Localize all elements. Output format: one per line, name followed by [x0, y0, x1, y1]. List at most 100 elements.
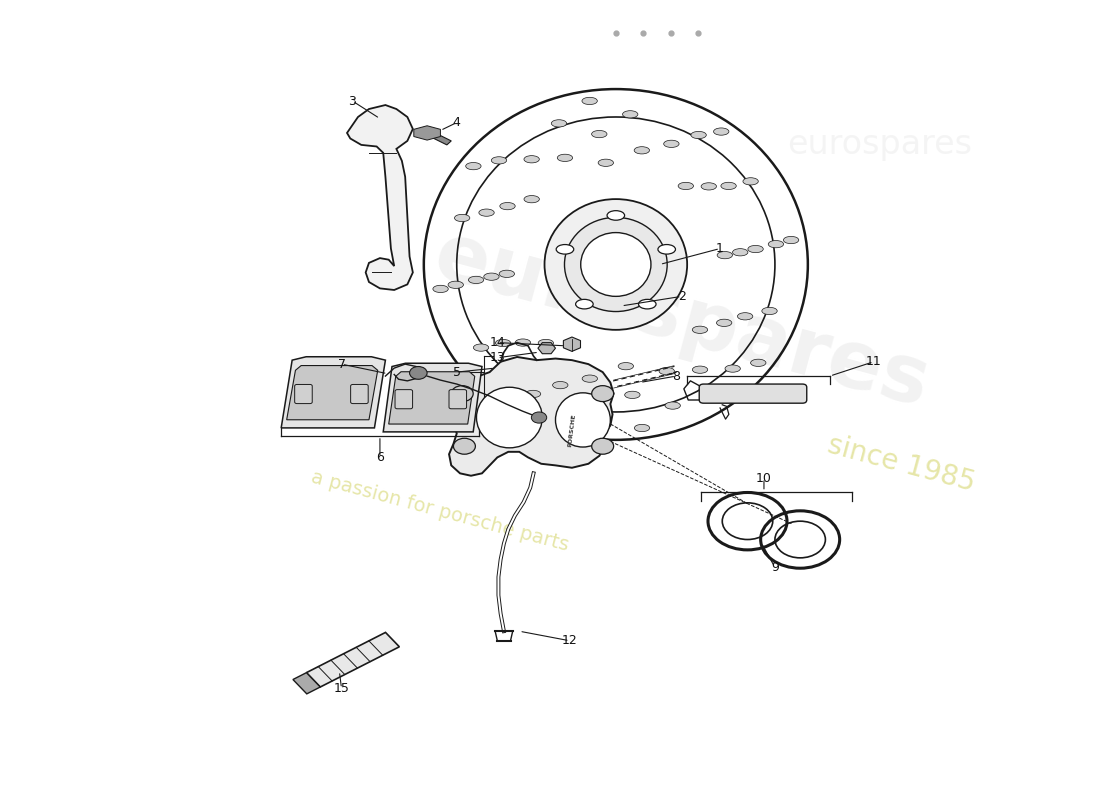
Text: 8: 8 [672, 370, 680, 382]
Text: 5: 5 [453, 366, 461, 378]
Circle shape [453, 438, 475, 454]
Ellipse shape [678, 182, 693, 190]
Polygon shape [293, 673, 320, 694]
Polygon shape [282, 357, 385, 428]
Ellipse shape [557, 245, 574, 254]
Ellipse shape [783, 237, 799, 244]
Ellipse shape [714, 128, 729, 135]
Text: 15: 15 [333, 682, 350, 695]
Text: a passion for porsche parts: a passion for porsche parts [309, 468, 571, 555]
Ellipse shape [538, 339, 553, 346]
FancyBboxPatch shape [351, 385, 369, 403]
Ellipse shape [716, 319, 732, 326]
Ellipse shape [515, 339, 530, 346]
Ellipse shape [658, 245, 675, 254]
Ellipse shape [742, 178, 758, 185]
Ellipse shape [635, 424, 650, 432]
Ellipse shape [701, 182, 716, 190]
Ellipse shape [762, 307, 778, 314]
Ellipse shape [492, 157, 507, 164]
Text: since 1985: since 1985 [824, 430, 978, 497]
Ellipse shape [564, 218, 668, 311]
Polygon shape [346, 105, 412, 290]
Ellipse shape [454, 214, 470, 222]
Text: 1: 1 [716, 242, 724, 255]
Text: 9: 9 [771, 561, 779, 574]
Ellipse shape [720, 182, 736, 190]
Ellipse shape [581, 233, 651, 296]
Ellipse shape [607, 210, 625, 220]
Ellipse shape [635, 146, 649, 154]
Ellipse shape [558, 154, 573, 162]
Ellipse shape [476, 387, 542, 448]
Ellipse shape [552, 382, 568, 389]
Polygon shape [449, 357, 614, 476]
Ellipse shape [499, 202, 515, 210]
Text: 13: 13 [490, 351, 505, 364]
Text: eurospares: eurospares [426, 217, 938, 424]
Polygon shape [383, 363, 482, 432]
Polygon shape [388, 372, 475, 424]
Text: 12: 12 [562, 634, 578, 647]
Ellipse shape [737, 313, 752, 320]
Ellipse shape [582, 375, 597, 382]
Ellipse shape [663, 140, 679, 147]
Ellipse shape [499, 270, 515, 278]
Ellipse shape [524, 156, 539, 163]
Ellipse shape [618, 362, 634, 370]
Text: 11: 11 [866, 355, 881, 368]
Ellipse shape [582, 98, 597, 105]
Ellipse shape [768, 241, 783, 248]
Ellipse shape [748, 246, 763, 253]
Polygon shape [307, 633, 399, 687]
Ellipse shape [725, 365, 740, 372]
Ellipse shape [575, 299, 593, 309]
Circle shape [592, 438, 614, 454]
Ellipse shape [556, 393, 610, 447]
FancyBboxPatch shape [449, 390, 466, 409]
Ellipse shape [592, 130, 607, 138]
Circle shape [592, 386, 614, 402]
Text: 6: 6 [376, 451, 384, 464]
Ellipse shape [484, 273, 499, 280]
Text: 4: 4 [453, 116, 461, 129]
Text: 14: 14 [490, 336, 505, 349]
Ellipse shape [659, 367, 674, 374]
Ellipse shape [750, 359, 766, 366]
Ellipse shape [465, 162, 481, 170]
Ellipse shape [433, 286, 449, 293]
Ellipse shape [448, 281, 463, 289]
Ellipse shape [526, 390, 541, 398]
Ellipse shape [623, 110, 638, 118]
Circle shape [409, 366, 427, 379]
Text: eurospares: eurospares [786, 128, 971, 162]
Text: 7: 7 [338, 358, 345, 370]
Ellipse shape [524, 195, 539, 202]
Ellipse shape [717, 251, 733, 258]
Text: 2: 2 [678, 290, 685, 303]
Ellipse shape [691, 131, 706, 138]
Ellipse shape [692, 366, 707, 374]
Ellipse shape [503, 394, 518, 401]
Text: 10: 10 [756, 472, 772, 485]
FancyBboxPatch shape [700, 384, 806, 403]
Polygon shape [287, 366, 377, 420]
Polygon shape [563, 337, 581, 351]
Ellipse shape [469, 276, 484, 283]
Polygon shape [538, 342, 556, 354]
Ellipse shape [598, 159, 614, 166]
Ellipse shape [594, 411, 609, 418]
Ellipse shape [666, 402, 681, 410]
Ellipse shape [473, 344, 488, 351]
Ellipse shape [478, 209, 494, 216]
Ellipse shape [495, 339, 510, 346]
Text: PORSCHE: PORSCHE [568, 414, 576, 447]
Ellipse shape [625, 391, 640, 398]
Circle shape [531, 412, 547, 423]
Ellipse shape [692, 326, 707, 334]
Polygon shape [422, 129, 451, 145]
Text: 3: 3 [349, 94, 356, 107]
Polygon shape [414, 126, 440, 140]
FancyBboxPatch shape [295, 385, 312, 403]
Ellipse shape [638, 299, 656, 309]
